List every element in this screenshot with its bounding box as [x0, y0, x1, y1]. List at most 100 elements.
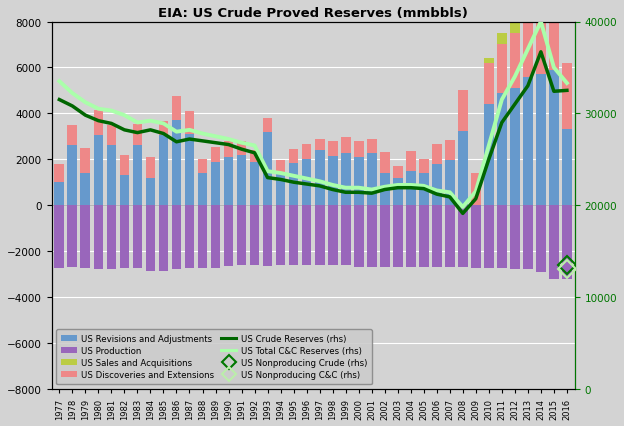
Bar: [341, 206, 351, 265]
Bar: [314, 206, 324, 265]
Bar: [302, 206, 311, 265]
Bar: [432, 145, 442, 164]
Bar: [145, 178, 155, 206]
Bar: [510, 206, 520, 270]
Bar: [302, 160, 311, 206]
Bar: [536, 206, 546, 272]
Bar: [406, 171, 416, 206]
Bar: [145, 158, 155, 178]
Bar: [289, 206, 298, 265]
Bar: [510, 89, 520, 206]
Bar: [80, 206, 90, 269]
Bar: [185, 135, 194, 206]
Bar: [54, 183, 64, 206]
Bar: [523, 16, 533, 78]
Bar: [380, 206, 389, 268]
Bar: [211, 206, 220, 269]
Bar: [458, 91, 467, 131]
Bar: [549, 71, 558, 206]
Bar: [497, 206, 507, 269]
Bar: [419, 206, 429, 268]
Bar: [367, 139, 376, 154]
Bar: [484, 59, 494, 63]
Bar: [471, 206, 480, 265]
Bar: [497, 34, 507, 45]
Bar: [67, 146, 77, 206]
Bar: [406, 152, 416, 171]
Bar: [484, 63, 494, 105]
Bar: [549, 206, 558, 279]
Bar: [314, 151, 324, 206]
Bar: [328, 141, 338, 156]
Legend: US Revisions and Adjustments, US Production, US Sales and Acquisitions, US Disco: US Revisions and Adjustments, US Product…: [56, 329, 372, 385]
Bar: [341, 154, 351, 206]
Bar: [145, 206, 155, 271]
Bar: [223, 206, 233, 266]
Bar: [80, 173, 90, 206]
Bar: [158, 122, 168, 136]
Bar: [263, 206, 273, 266]
Bar: [198, 160, 207, 173]
Bar: [211, 162, 220, 206]
Bar: [484, 206, 494, 269]
Bar: [367, 206, 376, 268]
Bar: [67, 206, 77, 268]
Bar: [380, 153, 389, 173]
Bar: [458, 131, 467, 206]
Bar: [393, 206, 402, 268]
Bar: [562, 130, 572, 206]
Bar: [172, 206, 182, 270]
Bar: [236, 206, 246, 265]
Bar: [276, 173, 285, 206]
Bar: [562, 63, 572, 130]
Bar: [314, 139, 324, 151]
Bar: [236, 141, 246, 155]
Bar: [393, 167, 402, 178]
Bar: [497, 93, 507, 206]
Bar: [562, 206, 572, 279]
Bar: [223, 141, 233, 158]
Bar: [523, 206, 533, 270]
Bar: [185, 112, 194, 135]
Bar: [341, 138, 351, 154]
Bar: [406, 206, 416, 268]
Bar: [549, 4, 558, 71]
Bar: [198, 173, 207, 206]
Bar: [471, 173, 480, 206]
Bar: [445, 141, 455, 161]
Bar: [107, 206, 116, 270]
Bar: [132, 206, 142, 269]
Bar: [120, 176, 129, 206]
Bar: [510, 34, 520, 89]
Bar: [354, 158, 364, 206]
Bar: [328, 156, 338, 206]
Bar: [549, 0, 558, 4]
Bar: [354, 206, 364, 268]
Bar: [289, 150, 298, 163]
Bar: [289, 163, 298, 206]
Bar: [445, 206, 455, 268]
Bar: [132, 146, 142, 206]
Bar: [223, 158, 233, 206]
Bar: [419, 173, 429, 206]
Bar: [132, 124, 142, 146]
Bar: [80, 148, 90, 173]
Bar: [484, 105, 494, 206]
Bar: [236, 155, 246, 206]
Bar: [419, 160, 429, 173]
Bar: [250, 151, 260, 162]
Bar: [54, 206, 64, 269]
Bar: [211, 147, 220, 162]
Bar: [510, 11, 520, 34]
Bar: [523, 0, 533, 16]
Bar: [536, 75, 546, 206]
Bar: [158, 136, 168, 206]
Bar: [471, 206, 480, 269]
Bar: [172, 121, 182, 206]
Bar: [185, 206, 194, 269]
Bar: [536, 0, 546, 11]
Bar: [276, 161, 285, 173]
Bar: [94, 206, 104, 270]
Bar: [250, 206, 260, 265]
Bar: [263, 118, 273, 132]
